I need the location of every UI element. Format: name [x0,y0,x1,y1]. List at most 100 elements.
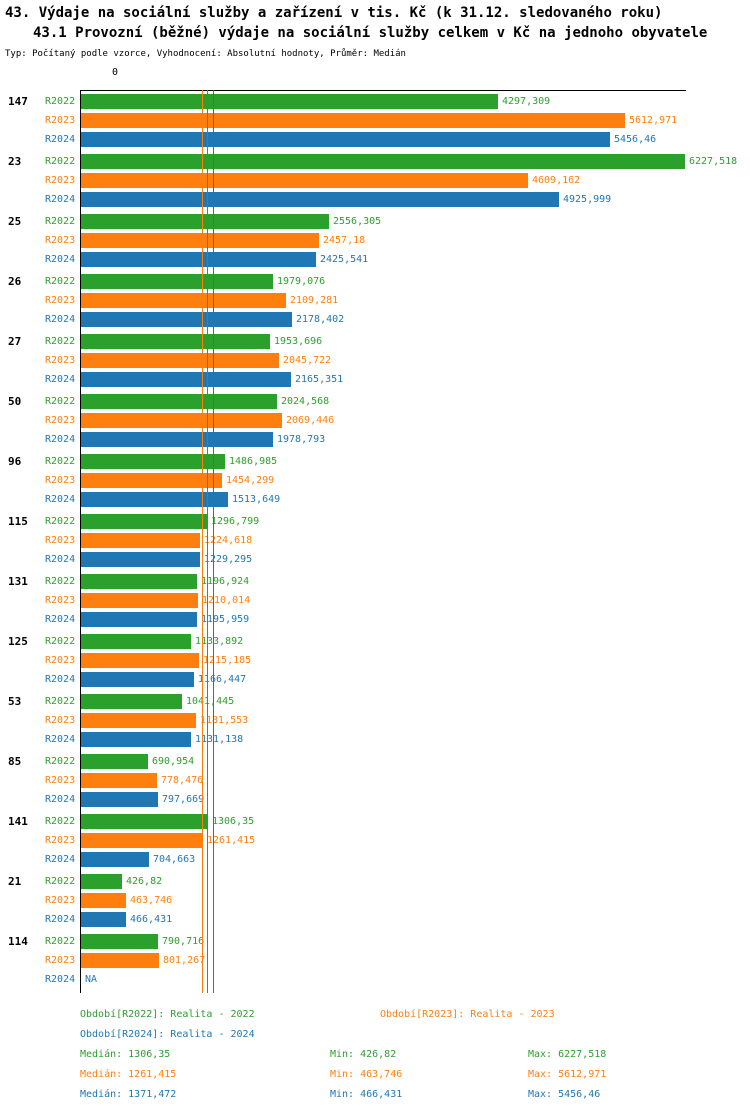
group-label: 27 [8,335,22,348]
bar-group: 131 R2022 1196,924 R2023 1210,014 R2024 1195,9… [0,572,750,629]
series-label: R2022 [45,276,76,287]
series-label: R2022 [45,396,76,407]
bar-value-label: 778,476 [161,775,204,786]
bar-value-label: 690,954 [152,756,195,767]
group-label: 25 [8,215,22,228]
bar-group: 21 R2022 426,82 R2023 463,746 R2024 466,431 [0,872,750,929]
bar [81,574,197,589]
bar-value-label: 1195,959 [201,614,250,625]
bar-row: R2022 790,716 [0,932,750,951]
bar [81,634,191,649]
bar-value-label: 2069,446 [286,415,335,426]
stat-min-r2022: Min: 426,82 [330,1049,397,1060]
series-label: R2023 [45,295,76,306]
bar-group: 96 R2022 1486,985 R2023 1454,299 R2024 1513,64… [0,452,750,509]
series-label: R2024 [45,254,76,265]
bar [81,154,685,169]
series-label: R2022 [45,696,76,707]
legend-item-r2022: Období[R2022]: Realita - 2022 [80,1009,255,1020]
bar [81,94,498,109]
bar-value-label: 6227,518 [689,156,738,167]
series-label: R2024 [45,374,76,385]
bar [81,732,191,747]
bar [81,612,197,627]
x-axis-line [80,90,686,91]
bar [81,252,316,267]
bar [81,113,625,128]
series-label: R2022 [45,756,76,767]
bar [81,353,279,368]
group-label: 53 [8,695,22,708]
bar-row: R2022 1041,445 [0,692,750,711]
bar [81,552,200,567]
bar [81,713,196,728]
bar-row: R2022 1196,924 [0,572,750,591]
series-label: R2023 [45,235,76,246]
bar [81,874,122,889]
group-label: 114 [8,935,28,948]
bar-value-label: 1513,649 [232,494,281,505]
chart-title-line1: 43. Výdaje na sociální služby a zařízení… [5,5,663,21]
bar-value-label: 790,716 [162,936,205,947]
series-label: R2023 [45,775,76,786]
series-label: R2024 [45,794,76,805]
series-label: R2022 [45,336,76,347]
series-label: R2023 [45,115,76,126]
bar-value-label: 1041,445 [186,696,235,707]
bar-value-label: 1131,138 [195,734,244,745]
bar [81,694,182,709]
bar-row: R2024 2165,351 [0,370,750,389]
bar-value-label: 797,669 [162,794,205,805]
series-label: R2023 [45,535,76,546]
stat-min-r2023: Min: 463,746 [330,1069,403,1080]
bar [81,852,149,867]
bar [81,653,199,668]
bar [81,754,148,769]
bar-group: 147 R2022 4297,309 R2023 5612,971 R2024 5456,4… [0,92,750,149]
bar-row: R2023 801,267 [0,951,750,970]
bar-group: 114 R2022 790,716 R2023 801,267 R2024 NA [0,932,750,989]
bar-group: 125 R2022 1133,892 R2023 1215,185 R2024 1166,4… [0,632,750,689]
bar-row: R2024 1195,959 [0,610,750,629]
median-line-r2024 [213,90,214,993]
group-label: 115 [8,515,28,528]
bar-row: R2023 1210,014 [0,591,750,610]
bar-row: R2023 1261,415 [0,831,750,850]
bar-row: R2023 2109,281 [0,291,750,310]
series-label: R2024 [45,974,76,985]
stat-max-r2022: Max: 6227,518 [528,1049,607,1060]
bar [81,293,286,308]
bar-value-label: 4297,309 [502,96,551,107]
bar [81,454,225,469]
series-label: R2023 [45,475,76,486]
bar [81,334,270,349]
bar-value-label: 1133,892 [195,636,244,647]
bar-group: 23 R2022 6227,518 R2023 4609,162 R2024 4925,99… [0,152,750,209]
series-label: R2023 [45,655,76,666]
bar-group: 26 R2022 1979,076 R2023 2109,281 R2024 2178,40… [0,272,750,329]
median-line-r2023 [202,90,203,993]
bar-row: R2022 1486,985 [0,452,750,471]
bar-value-label: 1296,799 [211,516,260,527]
bar-value-label: 1953,696 [274,336,323,347]
bar-group: 141 R2022 1306,35 R2023 1261,415 R2024 704,663 [0,812,750,869]
series-label: R2024 [45,674,76,685]
bar-row: R2023 2045,722 [0,351,750,370]
bar-value-label: 1196,924 [201,576,250,587]
bar [81,274,273,289]
group-label: 50 [8,395,22,408]
bar-value-label: 1224,618 [204,535,253,546]
bar-row: R2023 1181,553 [0,711,750,730]
stat-max-r2023: Max: 5612,971 [528,1069,607,1080]
bar-row: R2024 2178,402 [0,310,750,329]
series-label: R2023 [45,175,76,186]
bar-value-label: 2425,541 [320,254,369,265]
bar [81,773,157,788]
series-label: R2024 [45,554,76,565]
series-label: R2023 [45,955,76,966]
bar-value-label: 1261,415 [207,835,256,846]
bar-value-label: 1486,985 [229,456,278,467]
bar-row: R2024 1131,138 [0,730,750,749]
bar [81,833,203,848]
series-label: R2024 [45,314,76,325]
